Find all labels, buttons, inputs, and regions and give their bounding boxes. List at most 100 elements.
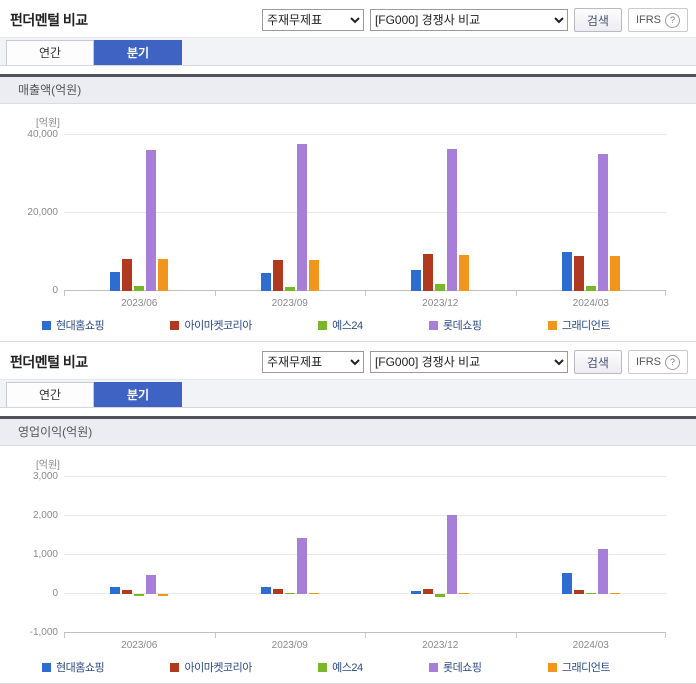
legend-swatch	[42, 662, 51, 672]
legend-label: 그래디언트	[561, 662, 611, 674]
bar	[146, 149, 157, 291]
y-tick-label: 40,000	[27, 129, 58, 140]
legend-swatch	[170, 320, 180, 330]
legend-item: 현대홈쇼핑	[42, 317, 105, 333]
legend-swatch	[42, 320, 51, 330]
legend-item: 그래디언트	[547, 659, 611, 675]
legend-swatch	[170, 662, 180, 672]
ifrs-label: IFRS	[635, 356, 661, 368]
statement-select[interactable]: 주재무제표	[261, 9, 364, 31]
ifrs-button[interactable]: IFRS ?	[627, 350, 688, 374]
help-question-icon: ?	[665, 354, 680, 370]
legend-label: 아이마켓코리아	[184, 662, 252, 674]
ifrs-button[interactable]: IFRS ?	[627, 8, 688, 32]
grid-line	[64, 554, 666, 555]
y-tick-label: 0	[52, 588, 58, 599]
legend-item: 롯데쇼핑	[429, 659, 482, 675]
bar	[459, 254, 470, 291]
bar	[447, 515, 458, 594]
x-axis-tick	[665, 633, 666, 638]
x-axis-tick	[365, 291, 366, 296]
bar	[134, 594, 145, 596]
bar	[609, 255, 620, 291]
panel-title: 펀더멘털 비교	[10, 354, 88, 370]
panel-header: 펀더멘털 비교 주재무제표 [FG000] 경쟁사 비교 검색 IFRS ?	[0, 342, 696, 379]
bar	[435, 594, 446, 597]
bar	[561, 572, 572, 594]
x-axis-tick	[365, 633, 366, 638]
legend-item: 롯데쇼핑	[429, 317, 482, 333]
x-tick-label: 2024/03	[572, 640, 609, 651]
bar	[284, 287, 295, 291]
grid-line	[64, 593, 666, 594]
legend-item: 현대홈쇼핑	[42, 659, 105, 675]
legend-label: 현대홈쇼핑	[56, 320, 105, 332]
chart-plot-operating-profit: -1,000 0 1,000 2,000 3,000 2023/06 2023/09 2023…	[30, 471, 666, 651]
x-tick-label: 2024/03	[572, 298, 609, 309]
x-axis-tick	[515, 633, 517, 638]
help-question-icon: ?	[665, 12, 680, 28]
bar	[146, 574, 157, 594]
bar	[296, 144, 307, 291]
legend-label: 예스24	[332, 662, 363, 674]
legend-swatch	[429, 662, 439, 672]
x-axis-tick	[214, 291, 216, 296]
legend-item: 아이마켓코리아	[170, 659, 252, 675]
x-axis-tick	[64, 633, 65, 638]
x-axis-tick	[64, 291, 65, 296]
legend-swatch	[318, 320, 328, 330]
x-tick-label: 2023/12	[422, 298, 459, 309]
y-tick-label: -1,000	[29, 627, 58, 638]
bar	[110, 271, 121, 291]
grid-line	[64, 290, 666, 291]
bar	[272, 260, 283, 291]
bar	[122, 258, 133, 291]
legend-label: 현대홈쇼핑	[56, 662, 105, 674]
compare-group-select[interactable]: [FG000] 경쟁사 비교	[369, 9, 568, 31]
unit-label: [억원]	[36, 460, 60, 471]
chart-area: [억원] -1,000 0 1,000 2,000 3,000 2023/06 2023/0…	[0, 446, 696, 675]
tab-quarterly[interactable]: 분기	[94, 40, 182, 65]
bar	[561, 252, 572, 291]
x-axis-tick	[665, 291, 666, 296]
search-button[interactable]: 검색	[573, 350, 622, 374]
bar	[122, 589, 133, 594]
legend-swatch	[429, 320, 439, 330]
x-tick-label: 2023/09	[271, 298, 308, 309]
grid-line	[64, 632, 666, 633]
y-tick-label: 1,000	[32, 549, 58, 560]
chart-legend: 현대홈쇼핑 아이마켓코리아 예스24 롯데쇼핑 그래디언트	[16, 659, 680, 675]
bar	[597, 549, 608, 594]
legend-label: 롯데쇼핑	[443, 320, 482, 332]
ifrs-label: IFRS	[635, 14, 661, 26]
x-tick-label: 2023/06	[121, 640, 158, 651]
bar	[308, 592, 319, 594]
legend-item: 아이마켓코리아	[170, 317, 252, 333]
bar	[411, 269, 422, 291]
bar	[585, 285, 596, 291]
period-tabs: 연간 분기	[0, 379, 696, 408]
section-title: 영업이익(억원)	[0, 416, 696, 446]
tab-annual[interactable]: 연간	[6, 382, 94, 407]
bar	[609, 592, 620, 594]
bar	[158, 594, 169, 597]
bar	[597, 153, 608, 291]
panel-title: 펀더멘털 비교	[10, 12, 88, 28]
search-button[interactable]: 검색	[573, 8, 622, 32]
compare-group-select[interactable]: [FG000] 경쟁사 비교	[369, 351, 568, 373]
x-axis-tick	[515, 291, 517, 296]
tab-quarterly[interactable]: 분기	[94, 382, 182, 407]
bar	[423, 254, 434, 291]
statement-select[interactable]: 주재무제표	[261, 351, 364, 373]
bar	[447, 149, 458, 291]
bar	[459, 592, 470, 594]
y-tick-label: 3,000	[32, 471, 58, 482]
legend-swatch	[547, 662, 557, 672]
bar	[134, 285, 145, 291]
bar	[260, 586, 271, 594]
section-title: 매출액(억원)	[0, 74, 696, 104]
tab-annual[interactable]: 연간	[6, 40, 94, 65]
x-tick-label: 2023/09	[271, 640, 308, 651]
fundamental-compare-panel-revenue: 펀더멘털 비교 주재무제표 [FG000] 경쟁사 비교 검색 IFRS ? 연…	[0, 8, 696, 342]
period-tabs: 연간 분기	[0, 37, 696, 66]
